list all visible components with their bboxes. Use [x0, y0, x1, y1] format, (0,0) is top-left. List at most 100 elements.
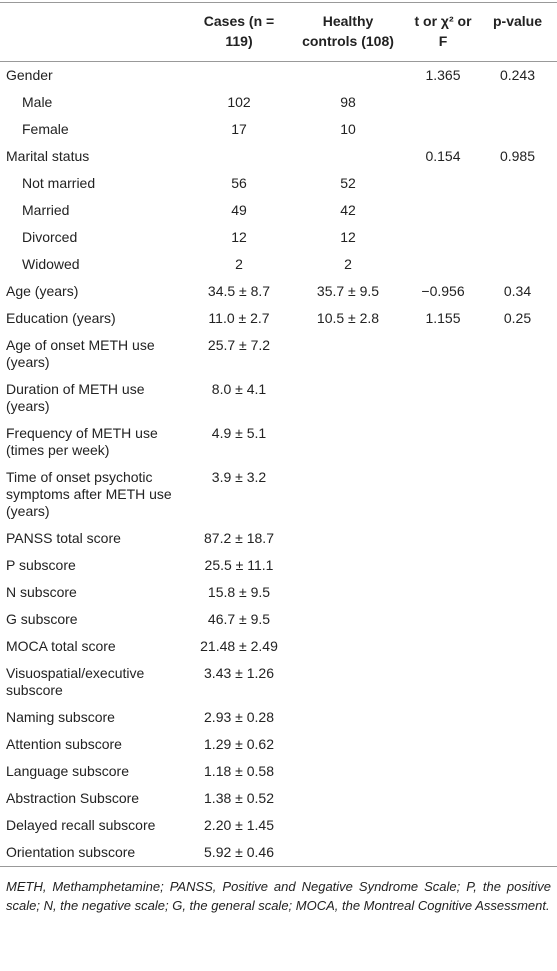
row-label: Marital status	[6, 148, 90, 164]
table-body: Gender 1.365 0.243 Male 102 98 Female 17 10 Marit…	[0, 62, 557, 867]
cell: 10	[340, 121, 356, 137]
table-row: Orientation subscore 5.92 ± 0.46	[0, 839, 557, 867]
cell	[408, 332, 478, 376]
cell	[190, 143, 288, 170]
row-label: Time of onset psychotic symptoms after M…	[6, 469, 172, 519]
cell: 0.25	[503, 310, 532, 326]
table-row: Age (years) 34.5 ± 8.7 35.7 ± 9.5 −0.956 0.3…	[0, 278, 557, 305]
row-label: Attention subscore	[6, 736, 122, 752]
cell: 98	[340, 94, 356, 110]
cell: 2	[344, 256, 352, 272]
cell	[478, 376, 557, 420]
cell	[478, 731, 557, 758]
cell	[408, 251, 478, 278]
row-label: Language subscore	[6, 763, 129, 779]
cell	[288, 758, 408, 785]
cell	[408, 785, 478, 812]
cell	[478, 224, 557, 251]
column-header: Healthy controls (108)	[288, 2, 408, 62]
cell: 1.29 ± 0.62	[204, 736, 274, 752]
cell	[190, 62, 288, 90]
cell: 25.5 ± 11.1	[204, 557, 274, 573]
table-row: Delayed recall subscore 2.20 ± 1.45	[0, 812, 557, 839]
cell: 1.38 ± 0.52	[204, 790, 274, 806]
cell	[288, 143, 408, 170]
cell	[478, 116, 557, 143]
row-label: Age of onset METH use (years)	[6, 337, 155, 370]
header-row: Cases (n = 119) Healthy controls (108) t o…	[0, 2, 557, 62]
cell	[408, 116, 478, 143]
cell	[408, 839, 478, 867]
cell: 3.9 ± 3.2	[211, 469, 267, 485]
cell: 21.48 ± 2.49	[200, 638, 278, 654]
cell	[478, 89, 557, 116]
table-row: Age of onset METH use (years) 25.7 ± 7.2	[0, 332, 557, 376]
cell: 0.243	[499, 67, 536, 83]
cell: 12	[231, 229, 247, 245]
row-label: Naming subscore	[6, 709, 115, 725]
cell	[478, 579, 557, 606]
row-label: Visuospatial/executive subscore	[6, 665, 145, 698]
cell	[288, 606, 408, 633]
cell: 42	[340, 202, 356, 218]
row-label: Abstraction Subscore	[6, 790, 140, 806]
row-label: Male	[22, 94, 53, 110]
cell	[288, 660, 408, 704]
cell	[288, 785, 408, 812]
column-header: t or χ² or F	[408, 2, 478, 62]
cell: 1.155	[425, 310, 461, 326]
cell	[408, 606, 478, 633]
cell	[478, 552, 557, 579]
cell	[408, 197, 478, 224]
cell: 0.154	[425, 148, 461, 164]
cell: 46.7 ± 9.5	[207, 611, 271, 627]
cell: 0.985	[499, 148, 536, 164]
cell	[408, 758, 478, 785]
row-label: Gender	[6, 67, 53, 83]
table-row: Abstraction Subscore 1.38 ± 0.52	[0, 785, 557, 812]
cell	[408, 170, 478, 197]
row-label: Divorced	[22, 229, 78, 245]
table-row: Divorced 12 12	[0, 224, 557, 251]
table-row: Education (years) 11.0 ± 2.7 10.5 ± 2.8 1.1…	[0, 305, 557, 332]
cell	[478, 606, 557, 633]
row-label: Age (years)	[6, 283, 79, 299]
table-row: Attention subscore 1.29 ± 0.62	[0, 731, 557, 758]
cell	[478, 170, 557, 197]
cell	[408, 376, 478, 420]
table-row: Naming subscore 2.93 ± 0.28	[0, 704, 557, 731]
cell: 15.8 ± 9.5	[207, 584, 271, 600]
cell	[288, 62, 408, 90]
cell	[478, 758, 557, 785]
table-row: Marital status 0.154 0.985	[0, 143, 557, 170]
cell	[408, 224, 478, 251]
row-label: N subscore	[6, 584, 77, 600]
cell	[408, 464, 478, 525]
row-label: Married	[22, 202, 70, 218]
cell	[478, 633, 557, 660]
column-header: p-value	[478, 2, 557, 62]
cell: 0.34	[503, 283, 532, 299]
table-row: Widowed 2 2	[0, 251, 557, 278]
cell: 2.20 ± 1.45	[204, 817, 274, 833]
cell: 49	[231, 202, 247, 218]
column-header: Cases (n = 119)	[190, 2, 288, 62]
cell	[288, 552, 408, 579]
table-row: Married 49 42	[0, 197, 557, 224]
cell	[478, 785, 557, 812]
cell: 2.93 ± 0.28	[204, 709, 274, 725]
cell: 5.92 ± 0.46	[204, 844, 274, 860]
cell	[408, 731, 478, 758]
cell	[288, 839, 408, 867]
table-row: Duration of METH use (years) 8.0 ± 4.1	[0, 376, 557, 420]
table-row: G subscore 46.7 ± 9.5	[0, 606, 557, 633]
cell	[408, 812, 478, 839]
cell: 2	[235, 256, 243, 272]
cell: 11.0 ± 2.7	[208, 310, 270, 326]
row-label: G subscore	[6, 611, 78, 627]
row-label: Female	[22, 121, 69, 137]
cell	[478, 420, 557, 464]
row-label: Education (years)	[6, 310, 116, 326]
table-row: Gender 1.365 0.243	[0, 62, 557, 90]
